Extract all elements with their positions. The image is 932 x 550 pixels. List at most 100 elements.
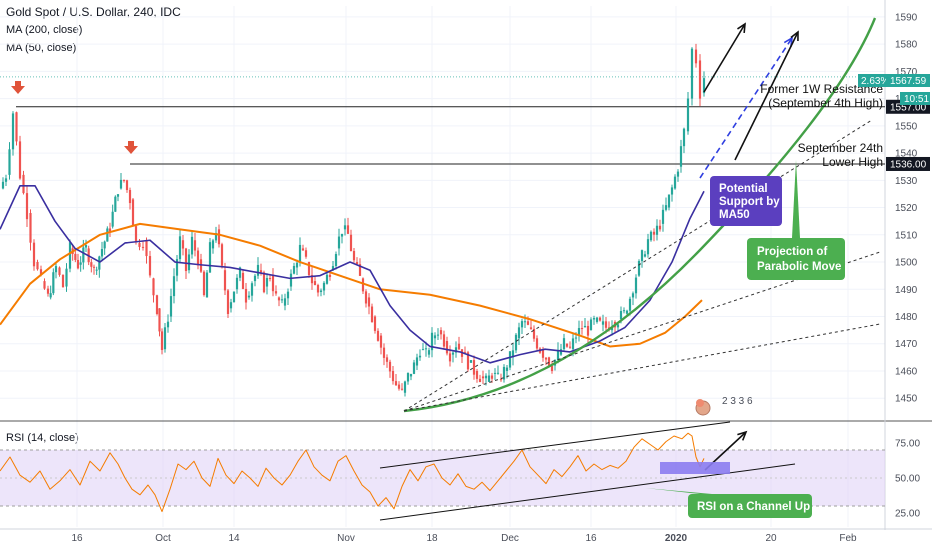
candle-body [412,362,416,374]
candle-body [187,254,191,271]
candle-body [661,209,665,224]
candle-body [346,225,350,234]
price-tick-label: 1590 [895,12,918,23]
candle-body [690,48,694,99]
candle-body [430,332,434,351]
candle-body [673,176,677,189]
candle-body [508,351,512,368]
ma50-legend[interactable]: MA (50, close) [6,42,77,54]
candle-body [65,268,68,287]
former-resistance-sublabel: (September 4th High) [768,96,883,110]
candle-body [397,384,401,389]
countdown-tag-label: 10:51 [904,94,929,105]
candle-body [283,298,287,306]
down-marker-arrow-icon [124,146,138,154]
candle-body [457,343,461,350]
candle-body [598,317,602,321]
candle-body [478,378,482,382]
candle-body [601,321,605,325]
time-tick-label: Feb [839,533,857,544]
support-callout-box [710,176,782,226]
candle-body [379,335,383,348]
candle-body [517,327,521,339]
rsi-channel-upper [379,421,731,469]
candle-body [313,281,317,285]
price-tick-label: 1460 [895,366,918,377]
candle-body [125,180,129,191]
candle-body [625,310,629,314]
candle-body [158,308,161,332]
support-callout-line-3: MA50 [719,209,750,221]
candle-body [556,349,560,360]
candle-body [82,247,85,263]
change-tag-label: 2.63% [861,76,889,87]
candle-body [289,273,293,287]
rsi-legend[interactable]: RSI (14, close) [6,432,79,444]
candle-body [238,267,242,278]
candle-body [388,361,392,372]
candle-body [526,321,530,325]
time-tick-label: 2020 [665,533,688,544]
candle-body [565,343,569,347]
candle-body [658,225,662,230]
ma200-legend[interactable]: MA (200, close) [6,24,83,36]
candle-body [211,240,215,249]
candle-body [295,262,299,268]
candle-body [649,231,653,241]
candle-body [148,256,152,276]
candle-body [298,244,302,263]
candle-body [39,269,43,275]
candle-body [382,347,386,358]
candle-body [265,278,269,287]
candle-body [79,262,82,265]
candle-body [100,249,104,257]
chart-title: Gold Spot / U.S. Dollar, 240, IDC [6,5,181,19]
price-projection-arrow-top-head [737,22,746,34]
rsi-projection-arrow-head [737,430,748,441]
candle-body [385,357,389,362]
candle-body [141,246,145,248]
candle-body [436,334,440,336]
trendline-dashed-3 [403,323,881,412]
candle-body [307,262,311,276]
candle-body [559,349,563,355]
candle-body [247,295,251,298]
candle-body [577,328,581,336]
candle-body [25,193,29,220]
candle-body [145,240,148,257]
candle-body [271,275,275,292]
candle-body [514,334,518,351]
candle-body [155,295,159,315]
candle-body [622,310,626,312]
parabolic-callout-box [747,238,845,280]
candle-body [172,276,176,297]
candle-body [68,242,72,269]
price-tick-label: 1480 [895,312,918,323]
candle-body [76,259,80,269]
candle-body [8,149,11,175]
candle-body [43,281,46,289]
candle-body [262,272,266,293]
candle-body [686,98,690,132]
candle-body [22,174,25,194]
candle-body [334,254,338,267]
candle-body [46,288,50,294]
candle-body [1,181,5,189]
candle-body [568,346,572,348]
candle-body [694,49,698,64]
candle-body [184,248,188,272]
price-tick-label: 1540 [895,149,918,160]
candle-body [445,341,449,354]
candle-body [114,196,117,212]
candle-body [106,228,109,242]
candle-body [646,239,650,255]
rsi-line [0,432,705,513]
candle-body [301,248,305,251]
candle-body [358,264,362,276]
candle-body [487,375,491,382]
candle-body [466,352,470,370]
candle-body [92,266,96,268]
candle-body [163,327,167,350]
candle-body [256,264,260,276]
